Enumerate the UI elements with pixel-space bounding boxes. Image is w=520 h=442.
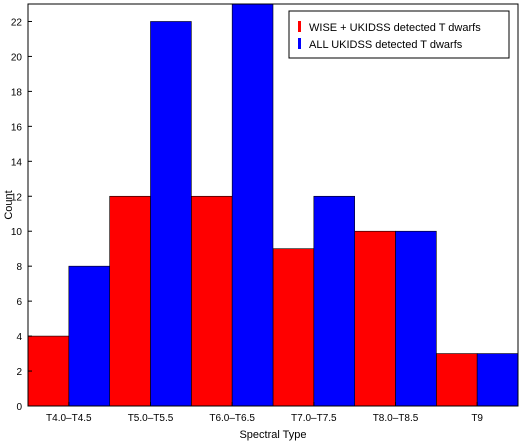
x-tick-label: T4.0–T4.5 <box>46 413 92 424</box>
y-axis-ticks: 0 2 4 6 8 10 12 14 16 18 20 22 <box>11 17 32 413</box>
bar-all-ukidss-3 <box>313 195 355 407</box>
x-tick-label: T6.0–T6.5 <box>209 413 255 424</box>
y-tick-label: 20 <box>11 52 23 63</box>
y-axis-label: Count <box>3 190 15 219</box>
y-tick-label: 4 <box>16 332 22 343</box>
y-tick-label: 10 <box>11 227 23 238</box>
bar-wise-ukidss-0 <box>27 335 70 407</box>
bar-wise-ukidss-1 <box>109 195 151 407</box>
bar-wise-ukidss-3 <box>272 248 315 407</box>
bar-wise-ukidss-5 <box>436 353 478 407</box>
y-tick-label: 0 <box>16 402 22 413</box>
plot-area-frame <box>27 3 519 407</box>
bar-all-ukidss-5 <box>476 353 519 407</box>
y-tick-label: 22 <box>11 17 23 28</box>
legend-swatch <box>298 38 301 49</box>
bar-all-ukidss-4 <box>395 230 437 407</box>
bar-all-ukidss-1 <box>150 21 192 407</box>
legend-label: WISE + UKIDSS detected T dwarfs <box>309 22 481 34</box>
y-tick-label: 18 <box>11 87 23 98</box>
legend-box <box>288 10 510 59</box>
y-tick-label: 6 <box>16 297 22 308</box>
bar-all-ukidss-0 <box>68 265 110 407</box>
x-tick-label: T9 <box>471 413 483 424</box>
x-axis-ticks: T4.0–T4.5 T5.0–T5.5 T6.0–T6.5 T7.0–T7.5 T8.0… <box>46 402 483 424</box>
bar-wise-ukidss-2 <box>191 195 233 407</box>
bar-wise-ukidss-4 <box>354 230 396 407</box>
bar-all-ukidss-2 <box>231 3 274 407</box>
x-tick-label: T5.0–T5.5 <box>128 413 174 424</box>
y-tick-label: 8 <box>16 262 22 273</box>
x-tick-label: T8.0–T8.5 <box>373 413 419 424</box>
bars <box>27 3 519 407</box>
x-axis-label: Spectral Type <box>239 429 306 441</box>
y-tick-label: 16 <box>11 122 23 133</box>
legend-label: ALL UKIDSS detected T dwarfs <box>309 39 463 51</box>
y-tick-label: 12 <box>11 192 23 203</box>
legend-swatch <box>298 21 301 32</box>
x-tick-label: T7.0–T7.5 <box>291 413 337 424</box>
y-tick-label: 14 <box>11 157 23 168</box>
y-tick-label: 2 <box>16 367 22 378</box>
legend: WISE + UKIDSS detected T dwarfs ALL UKIDS… <box>288 10 510 59</box>
